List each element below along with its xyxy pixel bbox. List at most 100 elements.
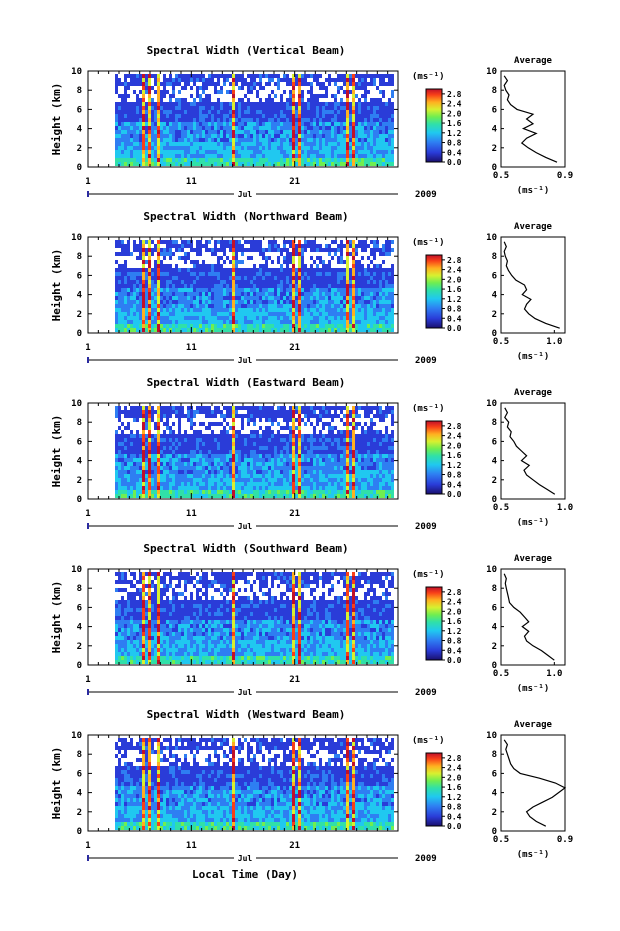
heatmap-cell <box>235 150 238 154</box>
heatmap-cell <box>391 154 394 158</box>
heatmap-cell <box>361 276 364 280</box>
heatmap-cell <box>160 276 163 280</box>
heatmap-cell <box>145 248 148 252</box>
heatmap-cell <box>388 268 391 272</box>
heatmap-cell <box>301 110 304 114</box>
heatmap-cell <box>271 162 274 166</box>
heatmap-cell <box>133 74 136 78</box>
heatmap-cell <box>127 252 130 256</box>
heatmap-cell <box>178 244 181 248</box>
heatmap-cell <box>229 118 232 122</box>
heatmap-cell <box>214 256 217 260</box>
colorbar-tick-label: 2.4 <box>447 100 462 109</box>
heatmap-cell <box>325 320 328 324</box>
heatmap-cell <box>142 268 145 272</box>
heatmap-cell <box>166 280 169 284</box>
heatmap-cell <box>385 280 388 284</box>
heatmap-cell <box>190 324 193 328</box>
heatmap-cell <box>175 106 178 110</box>
heatmap-cell <box>385 102 388 106</box>
heatmap-cell <box>304 284 307 288</box>
heatmap-cell <box>382 102 385 106</box>
heatmap-cell <box>250 276 253 280</box>
heatmap-cell <box>145 86 148 90</box>
heatmap-cell <box>232 78 235 82</box>
heatmap-cell <box>121 430 124 434</box>
heatmap-cell <box>121 470 124 474</box>
heatmap-cell <box>292 122 295 126</box>
heatmap-cell <box>247 260 250 264</box>
heatmap-cell <box>391 106 394 110</box>
heatmap-cell <box>193 292 196 296</box>
heatmap-cell <box>151 118 154 122</box>
heatmap-cell <box>190 308 193 312</box>
heatmap-cell <box>280 114 283 118</box>
heatmap-cell <box>121 118 124 122</box>
heatmap-cell <box>139 86 142 90</box>
heatmap-cell <box>148 240 151 244</box>
heatmap-cell <box>133 292 136 296</box>
heatmap-cell <box>358 264 361 268</box>
heatmap-cell <box>217 110 220 114</box>
heatmap-cell <box>334 126 337 130</box>
heatmap-cell <box>187 300 190 304</box>
heatmap-cell <box>205 328 208 332</box>
heatmap-cell <box>370 130 373 134</box>
heatmap-cell <box>238 248 241 252</box>
heatmap-cell <box>220 260 223 264</box>
heatmap-cell <box>352 94 355 98</box>
heatmap-cell <box>328 78 331 82</box>
heatmap-cell <box>235 154 238 158</box>
heatmap-cell <box>358 252 361 256</box>
heatmap-cell <box>121 490 124 494</box>
heatmap-cell <box>361 304 364 308</box>
heatmap-cell <box>172 74 175 78</box>
heatmap-cell <box>379 90 382 94</box>
heatmap-cell <box>232 252 235 256</box>
heatmap-cell <box>301 146 304 150</box>
heatmap-cell <box>304 244 307 248</box>
heatmap-cell <box>295 106 298 110</box>
heatmap-cell <box>133 422 136 426</box>
heatmap-cell <box>268 244 271 248</box>
heatmap-cell <box>124 240 127 244</box>
heatmap-cell <box>367 256 370 260</box>
heatmap-cell <box>178 78 181 82</box>
heatmap-cell <box>229 98 232 102</box>
heatmap-cell <box>313 276 316 280</box>
heatmap-cell <box>385 78 388 82</box>
heatmap-cell <box>214 312 217 316</box>
heatmap-cell <box>355 252 358 256</box>
heatmap-cell <box>274 244 277 248</box>
heatmap-cell <box>154 102 157 106</box>
heatmap-cell <box>190 312 193 316</box>
heatmap-cell <box>364 90 367 94</box>
panel-title: Spectral Width (Northward Beam) <box>143 210 348 223</box>
heatmap-cell <box>214 288 217 292</box>
heatmap-cell <box>199 146 202 150</box>
heatmap-cell <box>193 150 196 154</box>
heatmap-cell <box>211 154 214 158</box>
heatmap-cell <box>250 284 253 288</box>
heatmap-cell <box>292 300 295 304</box>
heatmap-cell <box>364 110 367 114</box>
heatmap-cell <box>331 126 334 130</box>
heatmap-cell <box>316 110 319 114</box>
heatmap-cell <box>349 162 352 166</box>
heatmap-cell <box>304 98 307 102</box>
heatmap-cell <box>367 316 370 320</box>
heatmap-cell <box>166 268 169 272</box>
heatmap-cell <box>205 98 208 102</box>
heatmap-cell <box>322 78 325 82</box>
heatmap-cell <box>292 316 295 320</box>
heatmap-cell <box>319 150 322 154</box>
heatmap-cell <box>322 276 325 280</box>
heatmap-cell <box>325 328 328 332</box>
y-tick-label: 4 <box>77 291 83 301</box>
heatmap-cell <box>124 280 127 284</box>
heatmap-cell <box>274 110 277 114</box>
heatmap-cell <box>118 414 121 418</box>
heatmap-cell <box>154 126 157 130</box>
heatmap-cell <box>238 90 241 94</box>
heatmap-cell <box>352 98 355 102</box>
